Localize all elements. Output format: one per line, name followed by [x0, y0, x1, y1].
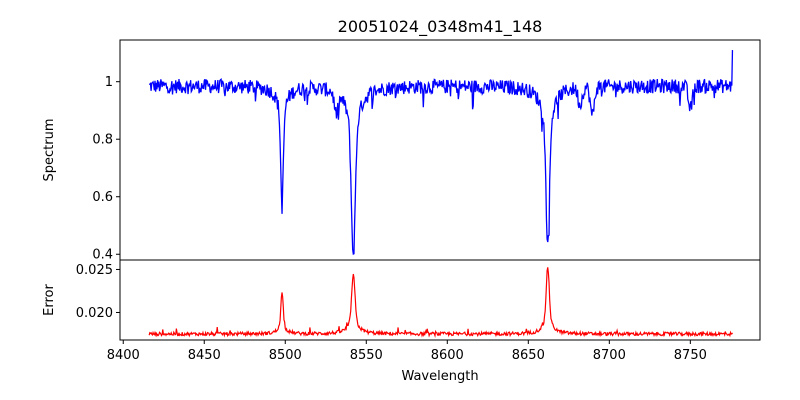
x-tick-label: 8400 [107, 348, 140, 363]
x-ticks: 8400 8450 8500 8550 8600 8650 8700 8750 [107, 340, 707, 363]
spectrum-y-tick-label: 0.8 [92, 133, 113, 148]
spectrum-y-ticks: 0.4 0.6 0.8 1 [92, 75, 120, 263]
error-y-tick-label: 0.020 [76, 306, 113, 321]
error-y-tick-label: 0.025 [76, 263, 113, 278]
error-y-label: Error [42, 284, 57, 316]
x-tick-label: 8450 [188, 348, 221, 363]
spectrum-y-label: Spectrum [42, 119, 57, 182]
chart-title: 20051024_0348m41_148 [338, 17, 543, 37]
error-y-ticks: 0.020 0.025 [76, 263, 120, 321]
spectrum-panel: 0.4 0.6 0.8 1 Spectrum [42, 39, 761, 263]
x-tick-label: 8550 [350, 348, 383, 363]
spectrum-axes-frame [119, 39, 761, 261]
spectrum-y-tick-label: 0.4 [92, 248, 113, 263]
spectrum-line [148, 50, 734, 255]
spectrum-series [148, 50, 734, 255]
x-tick-label: 8650 [512, 348, 545, 363]
error-line [148, 267, 733, 338]
x-tick-label: 8750 [674, 348, 707, 363]
spectrum-y-tick-label: 0.6 [92, 190, 113, 205]
x-axis-label: Wavelength [401, 369, 478, 384]
spectrum-y-tick-label: 1 [105, 75, 113, 90]
x-tick-label: 8600 [431, 348, 464, 363]
x-tick-label: 8700 [593, 348, 626, 363]
error-axes-frame [119, 259, 761, 341]
x-tick-label: 8500 [269, 348, 302, 363]
error-series [148, 267, 733, 338]
